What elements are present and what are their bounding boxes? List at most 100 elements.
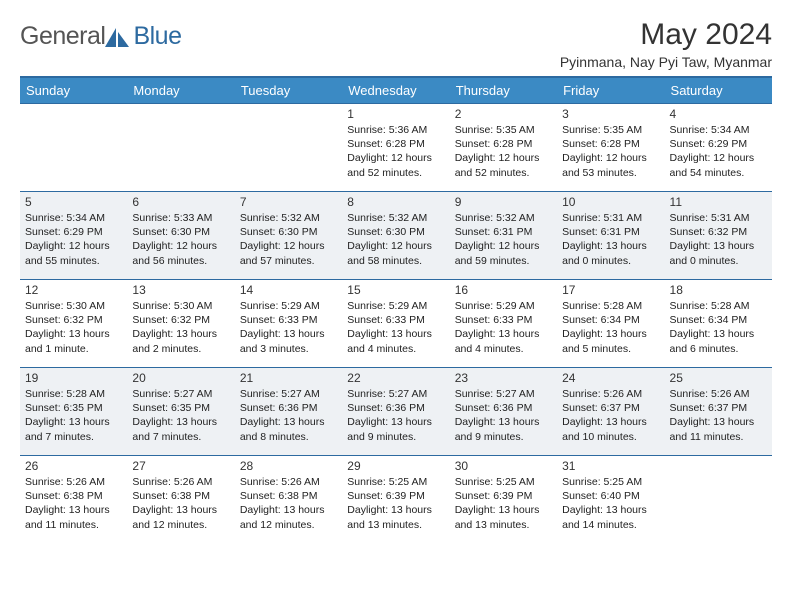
calendar-day-cell: 8 Sunrise: 5:32 AMSunset: 6:30 PMDaylight… xyxy=(342,192,449,280)
calendar-week-row: 26 Sunrise: 5:26 AMSunset: 6:38 PMDayligh… xyxy=(20,456,772,544)
calendar-day-cell: 3Sunrise: 5:35 AMSunset: 6:28 PMDaylight… xyxy=(557,104,664,192)
day-header: Tuesday xyxy=(235,77,342,104)
calendar-day-cell: 23 Sunrise: 5:27 AMSunset: 6:36 PMDayligh… xyxy=(450,368,557,456)
day-number: 11 xyxy=(670,195,767,209)
day-detail: Sunrise: 5:27 AMSunset: 6:36 PMDaylight:… xyxy=(455,387,552,444)
calendar-body: 1 Sunrise: 5:36 AMSunset: 6:28 PMDaylight… xyxy=(20,104,772,544)
calendar-day-cell: 13 Sunrise: 5:30 AMSunset: 6:32 PMDayligh… xyxy=(127,280,234,368)
day-number: 5 xyxy=(25,195,122,209)
day-number: 13 xyxy=(132,283,229,297)
day-number: 6 xyxy=(132,195,229,209)
calendar-day-cell: 25 Sunrise: 5:26 AMSunset: 6:37 PMDayligh… xyxy=(665,368,772,456)
day-detail: Sunrise: 5:25 AMSunset: 6:40 PMDaylight:… xyxy=(562,475,659,532)
calendar-day-cell: 27 Sunrise: 5:26 AMSunset: 6:38 PMDayligh… xyxy=(127,456,234,544)
day-detail: Sunrise: 5:25 AMSunset: 6:39 PMDaylight:… xyxy=(347,475,444,532)
calendar-head: SundayMondayTuesdayWednesdayThursdayFrid… xyxy=(20,77,772,104)
day-detail: Sunrise: 5:31 AMSunset: 6:31 PMDaylight:… xyxy=(562,211,659,268)
day-detail: Sunrise: 5:27 AMSunset: 6:36 PMDaylight:… xyxy=(240,387,337,444)
day-detail: Sunrise: 5:30 AMSunset: 6:32 PMDaylight:… xyxy=(132,299,229,356)
calendar-day-cell: 16 Sunrise: 5:29 AMSunset: 6:33 PMDayligh… xyxy=(450,280,557,368)
day-detail: Sunrise: 5:30 AMSunset: 6:32 PMDaylight:… xyxy=(25,299,122,356)
calendar-day-cell: 31 Sunrise: 5:25 AMSunset: 6:40 PMDayligh… xyxy=(557,456,664,544)
day-detail: Sunrise: 5:26 AMSunset: 6:38 PMDaylight:… xyxy=(240,475,337,532)
calendar-day-cell: 1 Sunrise: 5:36 AMSunset: 6:28 PMDaylight… xyxy=(342,104,449,192)
day-number: 12 xyxy=(25,283,122,297)
calendar-week-row: 5Sunrise: 5:34 AMSunset: 6:29 PMDaylight… xyxy=(20,192,772,280)
day-number: 14 xyxy=(240,283,337,297)
day-detail: Sunrise: 5:36 AMSunset: 6:28 PMDaylight:… xyxy=(347,123,444,180)
calendar-day-cell: 21 Sunrise: 5:27 AMSunset: 6:36 PMDayligh… xyxy=(235,368,342,456)
day-detail: Sunrise: 5:28 AMSunset: 6:35 PMDaylight:… xyxy=(25,387,122,444)
day-header: Monday xyxy=(127,77,234,104)
day-detail: Sunrise: 5:34 AMSunset: 6:29 PMDaylight:… xyxy=(670,123,767,180)
day-detail: Sunrise: 5:32 AMSunset: 6:30 PMDaylight:… xyxy=(347,211,444,268)
day-number: 27 xyxy=(132,459,229,473)
calendar-empty-cell xyxy=(235,104,342,192)
calendar-day-cell: 11Sunrise: 5:31 AMSunset: 6:32 PMDayligh… xyxy=(665,192,772,280)
calendar-day-cell: 17Sunrise: 5:28 AMSunset: 6:34 PMDayligh… xyxy=(557,280,664,368)
day-number: 29 xyxy=(347,459,444,473)
day-header: Friday xyxy=(557,77,664,104)
logo-word1: General xyxy=(20,22,105,51)
day-detail: Sunrise: 5:26 AMSunset: 6:37 PMDaylight:… xyxy=(562,387,659,444)
day-number: 28 xyxy=(240,459,337,473)
day-number: 16 xyxy=(455,283,552,297)
day-number: 23 xyxy=(455,371,552,385)
day-number: 19 xyxy=(25,371,122,385)
calendar-day-cell: 4 Sunrise: 5:34 AMSunset: 6:29 PMDaylight… xyxy=(665,104,772,192)
day-detail: Sunrise: 5:27 AMSunset: 6:36 PMDaylight:… xyxy=(347,387,444,444)
day-detail: Sunrise: 5:35 AMSunset: 6:28 PMDaylight:… xyxy=(562,123,659,180)
calendar-day-cell: 30Sunrise: 5:25 AMSunset: 6:39 PMDayligh… xyxy=(450,456,557,544)
calendar-day-cell: 7Sunrise: 5:32 AMSunset: 6:30 PMDaylight… xyxy=(235,192,342,280)
calendar-week-row: 1 Sunrise: 5:36 AMSunset: 6:28 PMDaylight… xyxy=(20,104,772,192)
logo: General Blue xyxy=(20,18,182,51)
day-detail: Sunrise: 5:25 AMSunset: 6:39 PMDaylight:… xyxy=(455,475,552,532)
day-detail: Sunrise: 5:26 AMSunset: 6:37 PMDaylight:… xyxy=(670,387,767,444)
day-detail: Sunrise: 5:29 AMSunset: 6:33 PMDaylight:… xyxy=(455,299,552,356)
calendar-day-cell: 15 Sunrise: 5:29 AMSunset: 6:33 PMDayligh… xyxy=(342,280,449,368)
page-title: May 2024 xyxy=(560,18,772,52)
day-number: 31 xyxy=(562,459,659,473)
calendar-day-cell: 18Sunrise: 5:28 AMSunset: 6:34 PMDayligh… xyxy=(665,280,772,368)
day-number: 25 xyxy=(670,371,767,385)
day-detail: Sunrise: 5:29 AMSunset: 6:33 PMDaylight:… xyxy=(240,299,337,356)
day-number: 24 xyxy=(562,371,659,385)
calendar-day-cell: 24 Sunrise: 5:26 AMSunset: 6:37 PMDayligh… xyxy=(557,368,664,456)
calendar-day-cell: 29 Sunrise: 5:25 AMSunset: 6:39 PMDayligh… xyxy=(342,456,449,544)
day-number: 10 xyxy=(562,195,659,209)
calendar-day-cell: 26Sunrise: 5:26 AMSunset: 6:38 PMDayligh… xyxy=(20,456,127,544)
calendar-day-cell: 19 Sunrise: 5:28 AMSunset: 6:35 PMDayligh… xyxy=(20,368,127,456)
day-number: 8 xyxy=(347,195,444,209)
logo-word2: Blue xyxy=(133,22,181,51)
day-number: 26 xyxy=(25,459,122,473)
day-number: 18 xyxy=(670,283,767,297)
day-number: 21 xyxy=(240,371,337,385)
day-header: Sunday xyxy=(20,77,127,104)
day-detail: Sunrise: 5:29 AMSunset: 6:33 PMDaylight:… xyxy=(347,299,444,356)
calendar-day-cell: 28 Sunrise: 5:26 AMSunset: 6:38 PMDayligh… xyxy=(235,456,342,544)
header-row: General Blue May 2024 Pyinmana, Nay Pyi … xyxy=(20,18,772,70)
day-number: 15 xyxy=(347,283,444,297)
calendar-day-cell: 20Sunrise: 5:27 AMSunset: 6:35 PMDayligh… xyxy=(127,368,234,456)
logo-sail-icon xyxy=(105,27,129,47)
day-number: 1 xyxy=(347,107,444,121)
calendar-day-cell: 5Sunrise: 5:34 AMSunset: 6:29 PMDaylight… xyxy=(20,192,127,280)
day-detail: Sunrise: 5:26 AMSunset: 6:38 PMDaylight:… xyxy=(132,475,229,532)
calendar-day-cell: 2Sunrise: 5:35 AMSunset: 6:28 PMDaylight… xyxy=(450,104,557,192)
day-header: Saturday xyxy=(665,77,772,104)
calendar-day-cell: 9 Sunrise: 5:32 AMSunset: 6:31 PMDaylight… xyxy=(450,192,557,280)
calendar-empty-cell xyxy=(127,104,234,192)
day-number: 9 xyxy=(455,195,552,209)
day-detail: Sunrise: 5:32 AMSunset: 6:31 PMDaylight:… xyxy=(455,211,552,268)
calendar-week-row: 12 Sunrise: 5:30 AMSunset: 6:32 PMDayligh… xyxy=(20,280,772,368)
calendar-empty-cell xyxy=(20,104,127,192)
calendar-day-cell: 22 Sunrise: 5:27 AMSunset: 6:36 PMDayligh… xyxy=(342,368,449,456)
day-number: 4 xyxy=(670,107,767,121)
day-detail: Sunrise: 5:28 AMSunset: 6:34 PMDaylight:… xyxy=(562,299,659,356)
calendar-week-row: 19 Sunrise: 5:28 AMSunset: 6:35 PMDayligh… xyxy=(20,368,772,456)
day-header: Thursday xyxy=(450,77,557,104)
calendar-day-cell: 14 Sunrise: 5:29 AMSunset: 6:33 PMDayligh… xyxy=(235,280,342,368)
page-subtitle: Pyinmana, Nay Pyi Taw, Myanmar xyxy=(560,54,772,70)
day-detail: Sunrise: 5:35 AMSunset: 6:28 PMDaylight:… xyxy=(455,123,552,180)
day-number: 22 xyxy=(347,371,444,385)
